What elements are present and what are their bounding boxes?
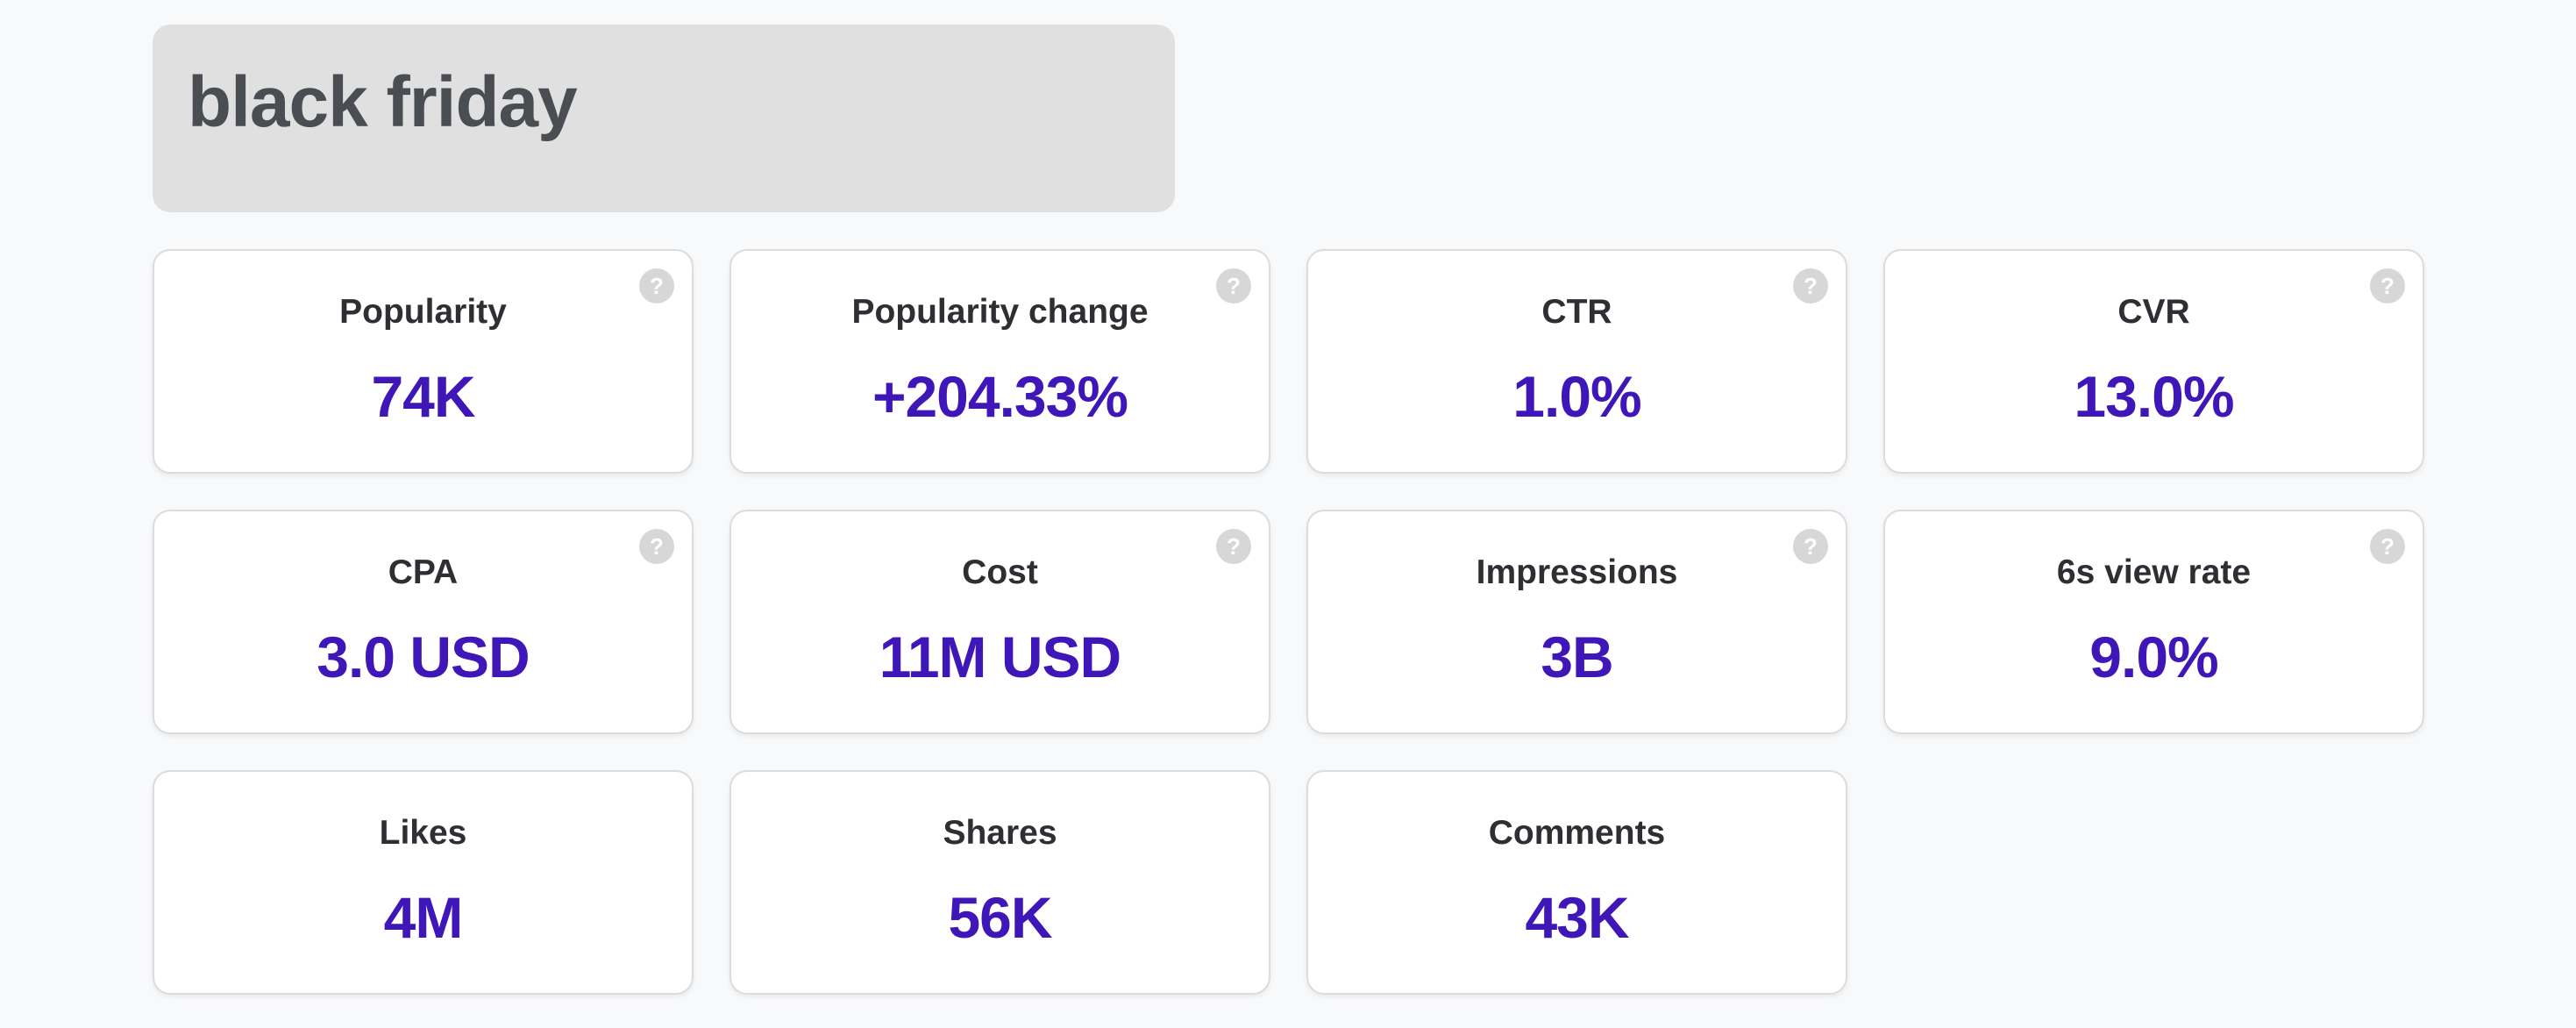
metric-label: 6s view rate — [2056, 553, 2252, 591]
metric-label: CTR — [1541, 293, 1612, 331]
metric-card-likes: Likes 4M — [153, 770, 694, 995]
metric-card-6s-view-rate: 6s view rate 9.0% ? — [1883, 510, 2424, 734]
metric-value: 74K — [371, 364, 475, 429]
metric-label: CVR — [2117, 293, 2190, 331]
metric-value: 3.0 USD — [317, 625, 530, 689]
metric-value: 4M — [383, 885, 464, 950]
metric-label: Shares — [943, 814, 1057, 852]
metric-value: 43K — [1525, 885, 1629, 950]
metric-card-impressions: Impressions 3B ? — [1306, 510, 1847, 734]
metric-card-cvr: CVR 13.0% ? — [1883, 249, 2424, 474]
keyword-title: black friday — [188, 62, 578, 142]
help-icon[interactable]: ? — [1216, 268, 1251, 303]
metric-value: 3B — [1541, 625, 1613, 689]
metric-card-comments: Comments 43K — [1306, 770, 1847, 995]
metric-card-cost: Cost 11M USD ? — [729, 510, 1270, 734]
help-icon[interactable]: ? — [1793, 268, 1828, 303]
metric-card-popularity: Popularity 74K ? — [153, 249, 694, 474]
help-icon[interactable]: ? — [2370, 529, 2405, 564]
metric-label: Popularity — [339, 293, 507, 331]
metric-label: CPA — [388, 553, 459, 591]
metric-label: Comments — [1488, 814, 1666, 852]
help-icon[interactable]: ? — [1793, 529, 1828, 564]
metric-value: 56K — [948, 885, 1052, 950]
help-icon[interactable]: ? — [639, 529, 674, 564]
metric-card-shares: Shares 56K — [729, 770, 1270, 995]
metric-label: Popularity change — [851, 293, 1149, 331]
metric-label: Cost — [962, 553, 1038, 591]
metric-card-ctr: CTR 1.0% ? — [1306, 249, 1847, 474]
metric-label: Likes — [379, 814, 467, 852]
metric-card-cpa: CPA 3.0 USD ? — [153, 510, 694, 734]
help-icon[interactable]: ? — [2370, 268, 2405, 303]
metric-value: 11M USD — [879, 625, 1121, 689]
keyword-header: black friday — [153, 25, 1175, 212]
metric-value: 13.0% — [2074, 364, 2234, 429]
help-icon[interactable]: ? — [639, 268, 674, 303]
metric-value: +204.33% — [872, 364, 1128, 429]
metric-label: Impressions — [1476, 553, 1678, 591]
metric-value: 1.0% — [1512, 364, 1641, 429]
help-icon[interactable]: ? — [1216, 529, 1251, 564]
metric-card-popularity-change: Popularity change +204.33% ? — [729, 249, 1270, 474]
metrics-grid: Popularity 74K ? Popularity change +204.… — [153, 249, 2424, 995]
metric-value: 9.0% — [2089, 625, 2218, 689]
